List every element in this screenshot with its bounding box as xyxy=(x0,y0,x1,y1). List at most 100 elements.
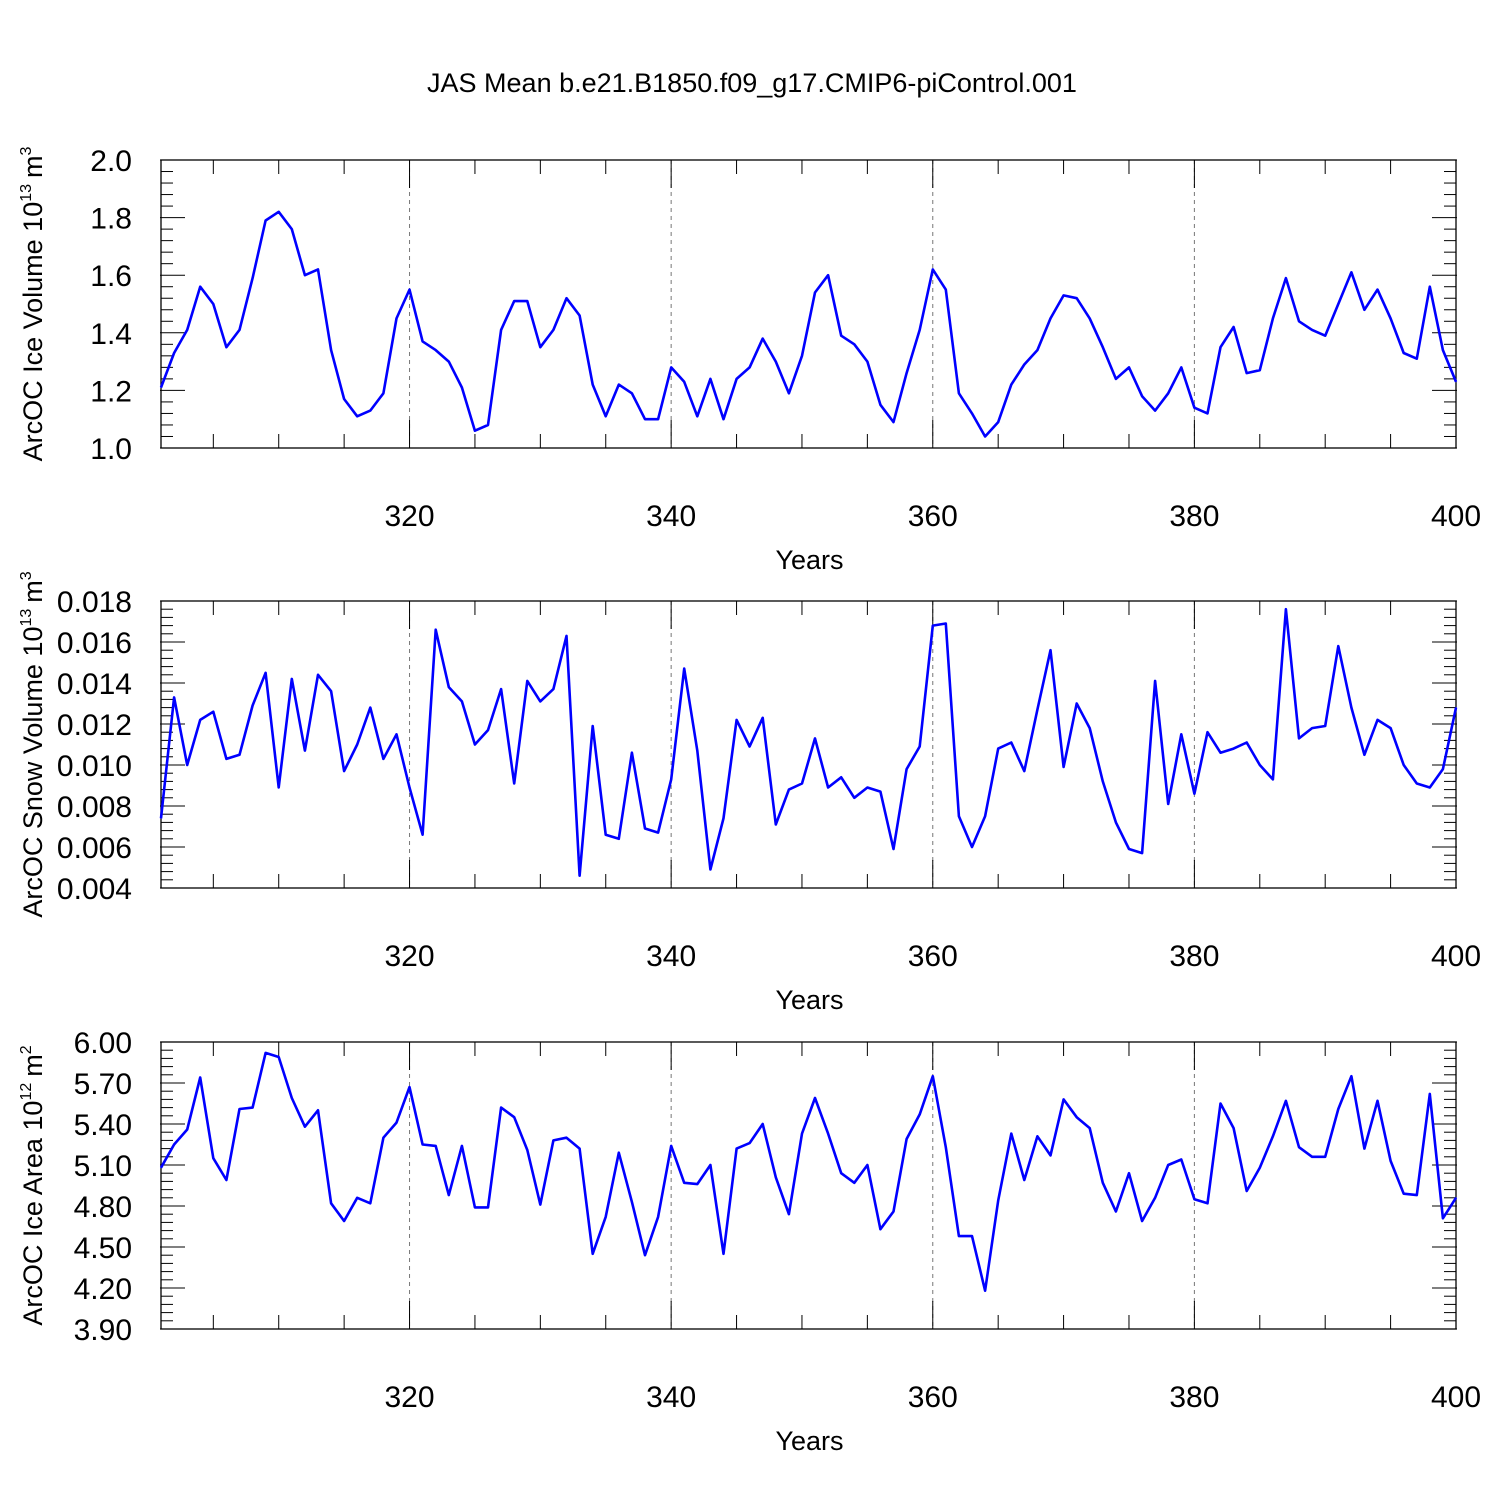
y-tick-label: 5.70 xyxy=(74,1068,132,1101)
data-point xyxy=(709,1164,712,1166)
data-point xyxy=(788,1213,790,1215)
data-point xyxy=(1141,395,1143,397)
data-point xyxy=(749,1142,751,1144)
y-tick-label: 0.010 xyxy=(57,750,132,783)
data-point xyxy=(696,415,698,417)
data-point xyxy=(356,743,358,746)
data-point xyxy=(657,1216,659,1218)
data-point xyxy=(1219,346,1222,348)
data-point xyxy=(1010,1133,1012,1135)
x-tick-label: 380 xyxy=(1169,1381,1219,1414)
data-point xyxy=(866,786,869,789)
x-tick-label: 400 xyxy=(1431,940,1481,973)
data-point xyxy=(657,418,659,420)
data-point xyxy=(1010,741,1012,744)
data-point xyxy=(291,228,293,230)
data-point xyxy=(526,300,528,302)
data-point xyxy=(422,340,424,342)
data-point xyxy=(1350,707,1352,709)
y-tick-label: 0.016 xyxy=(57,627,132,660)
data-point xyxy=(408,786,411,789)
data-point xyxy=(265,1052,267,1054)
data-point xyxy=(435,1145,437,1147)
y-axis-title-exponent: 12 xyxy=(18,1083,35,1101)
data-point xyxy=(631,1201,633,1203)
data-point xyxy=(1390,727,1392,729)
data-point xyxy=(448,1194,450,1196)
x-tick-label: 320 xyxy=(385,940,435,973)
data-point xyxy=(958,1235,960,1237)
data-point xyxy=(853,343,855,345)
plot-frame xyxy=(160,1041,1457,1330)
data-point xyxy=(1455,381,1457,383)
data-point xyxy=(212,303,214,305)
data-point xyxy=(1233,326,1235,328)
data-point xyxy=(827,786,829,789)
y-tick-label: 3.90 xyxy=(74,1314,132,1347)
y-tick-label: 0.006 xyxy=(57,832,132,865)
data-point xyxy=(736,719,738,721)
data-point xyxy=(1246,372,1248,374)
data-point xyxy=(252,1107,254,1109)
data-point xyxy=(1180,1158,1182,1161)
x-axis-title: Years xyxy=(775,1426,843,1456)
data-point xyxy=(1363,1148,1365,1150)
data-point xyxy=(827,1133,829,1135)
data-point xyxy=(265,672,267,674)
y-tick-label: 1.2 xyxy=(90,375,132,408)
data-point xyxy=(1298,320,1300,322)
data-point xyxy=(1049,649,1052,651)
data-point xyxy=(369,707,371,709)
panels: 1.0 1.2 1.4 1.6 1.8 2.0 320 340 360 380 400 Years Ar… xyxy=(18,145,1481,1456)
data-point xyxy=(1128,366,1130,368)
panel-2: 0.004 0.006 0.008 0.010 0.012 0.014 0.016 0.018… xyxy=(18,571,1481,1015)
data-point xyxy=(565,635,568,637)
y-axis-title-unit: m xyxy=(18,155,48,178)
y-axis-title-exponent: 13 xyxy=(18,609,35,627)
data-point xyxy=(1403,764,1405,766)
data-point xyxy=(1311,1156,1313,1158)
data-point xyxy=(788,789,790,791)
data-point xyxy=(1429,286,1431,288)
data-point xyxy=(1272,778,1274,781)
data-point xyxy=(579,314,581,317)
y-tick-label: 1.4 xyxy=(90,318,132,351)
data-point xyxy=(853,1182,855,1184)
data-point xyxy=(343,1220,345,1222)
data-point xyxy=(984,815,986,817)
y-tick-label: 5.10 xyxy=(74,1150,132,1183)
data-point xyxy=(827,274,829,276)
data-point xyxy=(1115,378,1117,380)
data-point xyxy=(1115,821,1117,824)
data-point xyxy=(448,361,450,363)
data-point xyxy=(709,378,712,380)
data-point xyxy=(369,1202,371,1204)
data-point xyxy=(932,1075,934,1077)
data-point xyxy=(971,412,973,414)
data-point xyxy=(906,372,908,374)
data-point xyxy=(984,1290,986,1292)
y-tick-label: 1.8 xyxy=(90,203,132,236)
data-point xyxy=(1285,1100,1287,1102)
y-tick-label: 0.012 xyxy=(57,709,132,742)
data-point xyxy=(971,1235,973,1237)
data-point xyxy=(984,435,986,438)
y-tick-label: 4.80 xyxy=(74,1191,132,1224)
data-point xyxy=(395,1122,398,1124)
data-point xyxy=(500,688,502,690)
data-point xyxy=(356,1197,358,1199)
data-point xyxy=(317,268,319,270)
data-point xyxy=(1363,754,1365,756)
data-point xyxy=(892,848,895,850)
data-point xyxy=(1416,1194,1418,1196)
data-point xyxy=(278,1056,280,1058)
data-point xyxy=(644,418,646,420)
data-point xyxy=(1337,1108,1339,1110)
data-point xyxy=(932,268,934,270)
data-point xyxy=(1049,317,1052,319)
data-point xyxy=(369,410,371,412)
data-point xyxy=(173,352,175,354)
data-point xyxy=(1115,1210,1117,1213)
data-point xyxy=(278,211,280,213)
data-point xyxy=(1246,741,1248,744)
